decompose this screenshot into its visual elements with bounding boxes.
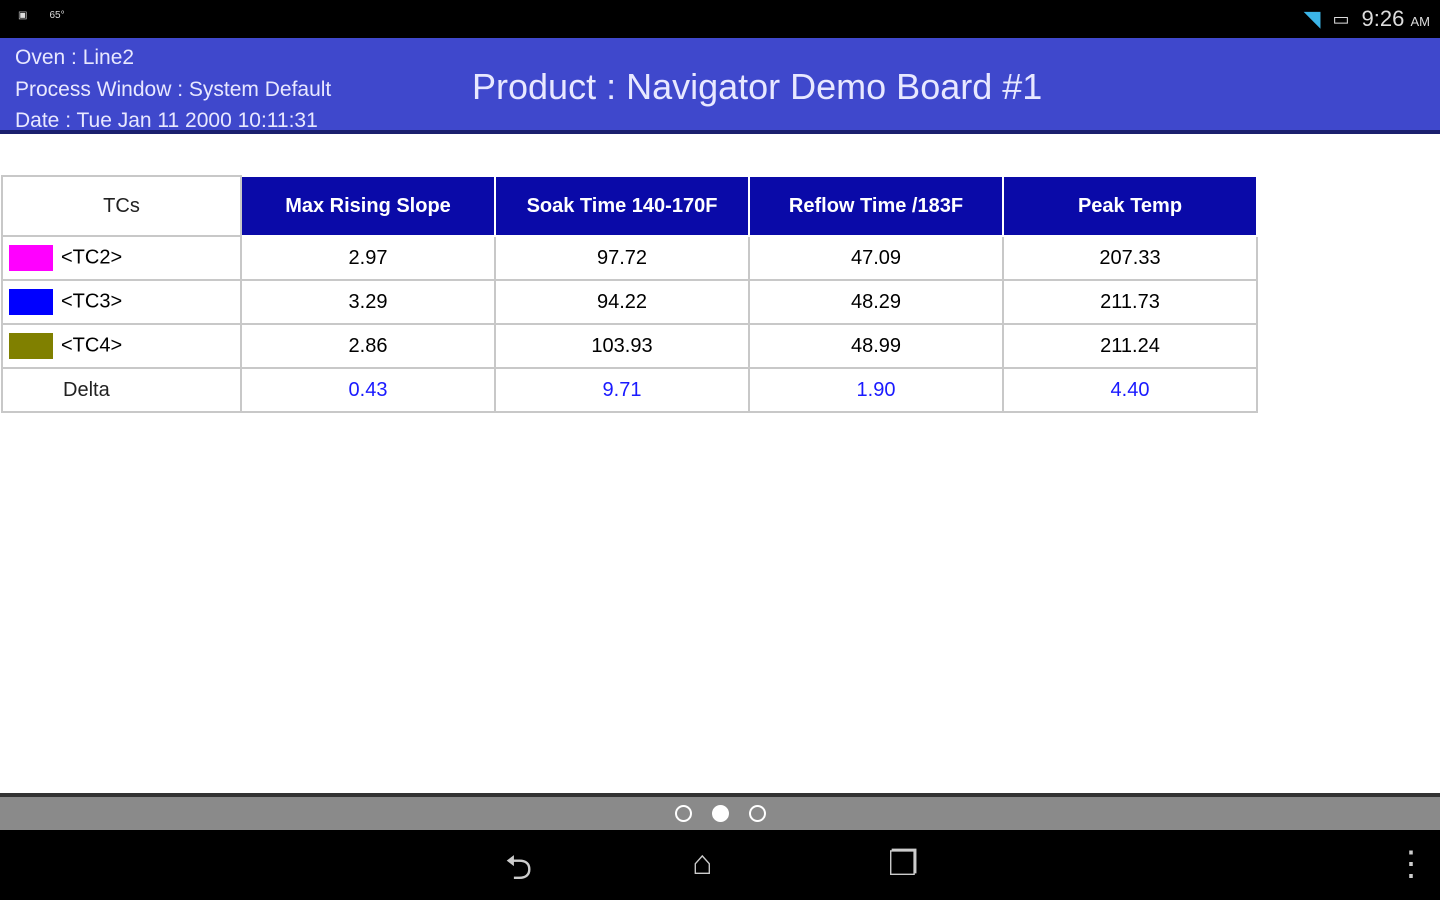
table-header-row: TCs Max Rising Slope Soak Time 140-170F … <box>1 175 1258 237</box>
wifi-icon: ◥ <box>1303 6 1321 31</box>
page-dot-1[interactable] <box>674 805 692 822</box>
table-cell: 1.90 <box>748 367 1004 413</box>
tc-color-swatch <box>9 245 53 271</box>
product-title: Product : Navigator Demo Board #1 <box>472 66 1043 107</box>
table-cell: 48.29 <box>748 279 1004 325</box>
table-cell: 48.99 <box>748 323 1004 369</box>
column-header: Reflow Time /183F <box>748 175 1004 237</box>
table-cell: 3.29 <box>240 279 496 325</box>
table-row: <TC4> 2.86 103.93 48.99 211.24 <box>1 323 1258 369</box>
image-notification-icon: ▣ <box>18 10 28 21</box>
table-cell: 103.93 <box>494 323 750 369</box>
table-cell: 2.97 <box>240 235 496 281</box>
home-icon[interactable]: ⌂ <box>692 844 713 882</box>
column-header: Soak Time 140-170F <box>494 175 750 237</box>
delta-row: Delta 0.43 9.71 1.90 4.40 <box>1 367 1258 413</box>
tc-cell: <TC3> <box>1 279 242 325</box>
clock: 9:26 <box>1361 6 1405 31</box>
tc-color-swatch <box>9 333 53 359</box>
date-label: Date : Tue Jan 11 2000 10:11:31 <box>15 109 318 132</box>
table-cell: 211.73 <box>1002 279 1258 325</box>
status-bar: ▣ 65° ◥ ▭ 9:26 AM <box>0 0 1440 38</box>
header: Oven : Line2 Process Window : System Def… <box>0 38 1440 134</box>
table-cell: 97.72 <box>494 235 750 281</box>
table-cell: 211.24 <box>1002 323 1258 369</box>
column-header: Peak Temp <box>1002 175 1258 237</box>
column-header: Max Rising Slope <box>240 175 496 237</box>
clock-ampm: AM <box>1410 14 1431 29</box>
table-row: <TC3> 3.29 94.22 48.29 211.73 <box>1 279 1258 325</box>
process-window-label: Process Window : System Default <box>15 77 332 101</box>
tc-color-swatch <box>9 289 53 315</box>
page-dot-3[interactable] <box>748 805 766 822</box>
oven-label: Oven : Line2 <box>15 46 135 69</box>
page-dot-2[interactable] <box>711 805 729 822</box>
page-indicator <box>0 793 1440 830</box>
tc-label: <TC3> <box>61 290 123 313</box>
table-row: <TC2> 2.97 97.72 47.09 207.33 <box>1 235 1258 281</box>
table-cell: 94.22 <box>494 279 750 325</box>
navigation-bar: ⮌ ⌂ ❐ ⋮ <box>0 830 1440 900</box>
stats-table: TCs Max Rising Slope Soak Time 140-170F … <box>1 175 1258 413</box>
menu-icon[interactable]: ⋮ <box>1394 845 1428 883</box>
table-cell: 47.09 <box>748 235 1004 281</box>
tc-cell: <TC2> <box>1 235 242 281</box>
temperature-notification: 65° <box>49 10 65 21</box>
table-cell: 207.33 <box>1002 235 1258 281</box>
tc-cell: <TC4> <box>1 323 242 369</box>
table-cell: 2.86 <box>240 323 496 369</box>
tc-label: <TC4> <box>61 334 123 357</box>
back-icon[interactable]: ⮌ <box>505 849 533 887</box>
column-header: TCs <box>1 175 242 237</box>
tc-label: <TC2> <box>61 246 123 269</box>
battery-icon: ▭ <box>1332 8 1350 29</box>
table-cell: 0.43 <box>240 367 496 413</box>
table-cell: 4.40 <box>1002 367 1258 413</box>
table-cell: 9.71 <box>494 367 750 413</box>
recent-apps-icon[interactable]: ❐ <box>888 845 919 883</box>
delta-label: Delta <box>1 367 242 413</box>
